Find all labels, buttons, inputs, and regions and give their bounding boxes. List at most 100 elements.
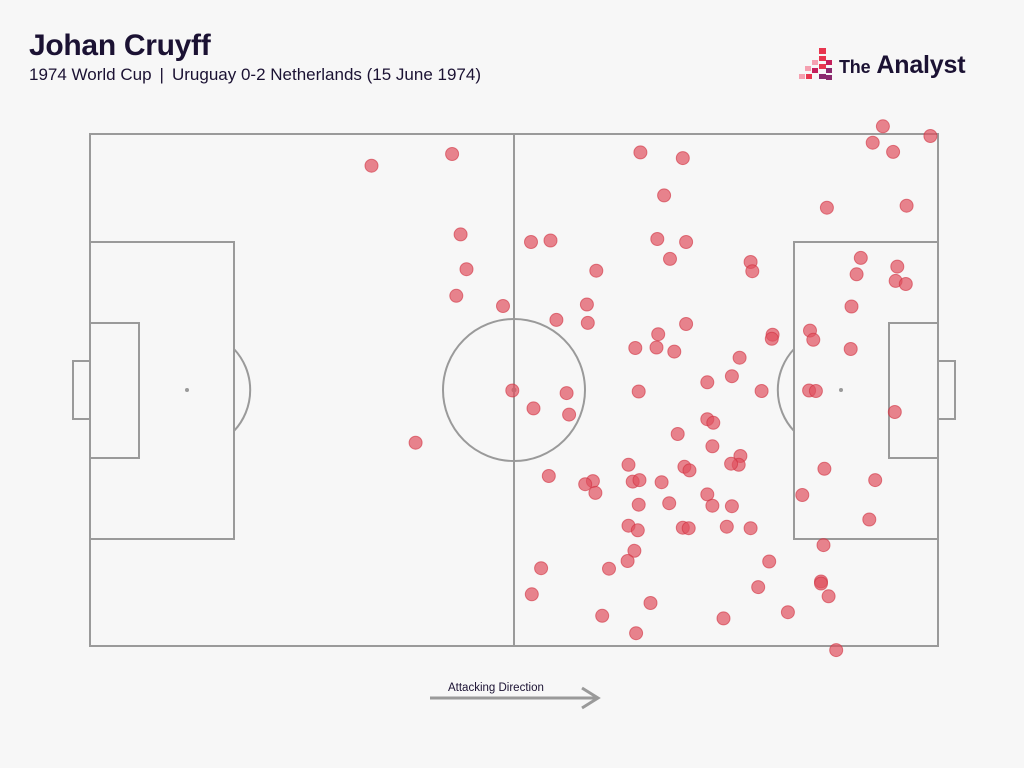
touch-point bbox=[449, 288, 464, 303]
touch-point bbox=[662, 496, 677, 511]
touch-point bbox=[700, 487, 715, 502]
touch-point bbox=[526, 401, 541, 416]
touch-point bbox=[543, 233, 558, 248]
touch-point bbox=[631, 497, 646, 512]
brand-prefix: The bbox=[839, 57, 871, 77]
match-label: Uruguay 0-2 Netherlands (15 June 1974) bbox=[171, 65, 481, 84]
page-title: Johan Cruyff bbox=[29, 29, 211, 62]
left-penalty-area bbox=[89, 241, 235, 540]
touch-point bbox=[814, 576, 828, 591]
touch-point bbox=[524, 235, 538, 249]
touch-point bbox=[679, 317, 694, 331]
touch-point bbox=[829, 643, 844, 658]
touch-point bbox=[663, 251, 677, 266]
touch-point bbox=[667, 344, 682, 359]
right-goal bbox=[937, 360, 956, 420]
touch-point bbox=[745, 264, 760, 279]
touch-point bbox=[887, 405, 902, 419]
competition-label: 1974 World Cup bbox=[29, 65, 152, 84]
brand-logo: The Analyst bbox=[797, 46, 997, 86]
attacking-direction-label: Attacking Direction bbox=[448, 682, 544, 694]
centre-circle bbox=[442, 318, 586, 462]
touch-point bbox=[627, 543, 642, 558]
touch-point bbox=[578, 477, 593, 492]
touch-point bbox=[657, 188, 672, 203]
touch-points bbox=[364, 119, 938, 658]
touch-point bbox=[580, 315, 595, 330]
touch-point bbox=[534, 561, 549, 576]
touch-point bbox=[654, 475, 669, 490]
touch-point bbox=[588, 485, 603, 500]
touch-point bbox=[817, 461, 832, 476]
touch-point bbox=[780, 605, 795, 620]
touch-point bbox=[819, 200, 834, 215]
left-penalty-arc bbox=[233, 348, 252, 432]
touch-point bbox=[724, 499, 739, 514]
touch-point bbox=[562, 407, 577, 422]
touch-point bbox=[816, 538, 831, 553]
right-penalty-spot bbox=[839, 388, 843, 392]
touch-point bbox=[633, 145, 648, 160]
touch-point bbox=[764, 331, 779, 346]
touch-point bbox=[716, 611, 731, 626]
brand-name: The Analyst bbox=[839, 51, 966, 80]
touch-point bbox=[923, 129, 938, 143]
touch-point bbox=[732, 350, 747, 365]
left-goal bbox=[72, 360, 91, 420]
touch-point bbox=[559, 386, 574, 401]
touch-point bbox=[806, 332, 821, 347]
touch-point bbox=[629, 626, 644, 641]
left-six-yard-box bbox=[89, 322, 140, 459]
subtitle-separator: | bbox=[159, 65, 164, 84]
touch-point bbox=[853, 250, 868, 265]
touch-point bbox=[459, 262, 474, 277]
touch-point bbox=[595, 608, 610, 623]
touch-point bbox=[724, 369, 739, 384]
touch-point bbox=[679, 235, 694, 249]
touch-point bbox=[630, 523, 645, 538]
touch-point bbox=[681, 521, 696, 536]
touch-point bbox=[643, 596, 658, 610]
touch-point bbox=[579, 297, 594, 312]
touch-point bbox=[724, 456, 739, 471]
touch-point bbox=[670, 427, 685, 441]
right-penalty-arc bbox=[776, 348, 795, 432]
touch-point bbox=[890, 259, 905, 274]
touch-point bbox=[675, 151, 690, 166]
touch-point bbox=[719, 519, 734, 534]
touch-point bbox=[886, 144, 901, 159]
touch-point bbox=[875, 119, 890, 134]
touch-point bbox=[849, 267, 864, 282]
touch-point bbox=[650, 232, 665, 246]
touch-point bbox=[868, 473, 883, 488]
touch-point bbox=[762, 554, 777, 569]
analyst-logo-icon bbox=[799, 48, 832, 80]
touch-point bbox=[628, 341, 643, 355]
touch-point bbox=[821, 589, 836, 604]
touch-point bbox=[620, 554, 635, 568]
touch-point bbox=[844, 299, 859, 314]
left-penalty-spot bbox=[185, 388, 189, 392]
touch-point bbox=[632, 473, 647, 488]
touch-point bbox=[705, 439, 720, 454]
pitch-markings bbox=[72, 133, 956, 647]
touch-point bbox=[541, 469, 556, 483]
right-six-yard-box bbox=[888, 322, 939, 459]
touch-point bbox=[649, 340, 664, 355]
brand-wordmark: Analyst bbox=[876, 51, 966, 79]
touch-point bbox=[795, 488, 810, 502]
touch-point bbox=[899, 198, 914, 213]
attacking-direction-arrow bbox=[430, 686, 601, 710]
touch-point bbox=[651, 327, 666, 342]
touch-point bbox=[524, 587, 539, 602]
touch-point bbox=[865, 135, 880, 150]
touch-point bbox=[682, 463, 697, 478]
match-subtitle: 1974 World Cup | Uruguay 0-2 Netherlands (… bbox=[29, 64, 481, 86]
touch-point bbox=[445, 147, 460, 161]
touch-point bbox=[700, 375, 715, 390]
touch-point bbox=[898, 277, 913, 291]
touch-point bbox=[408, 435, 423, 450]
touch-point bbox=[706, 415, 721, 430]
touch-point bbox=[808, 384, 823, 398]
